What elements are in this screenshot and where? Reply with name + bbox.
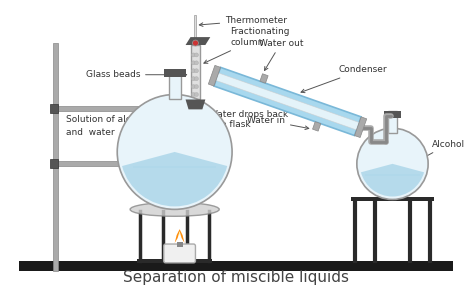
FancyBboxPatch shape <box>388 111 397 133</box>
Circle shape <box>192 40 199 46</box>
Ellipse shape <box>130 203 219 216</box>
Circle shape <box>194 85 199 88</box>
Text: Water out: Water out <box>259 39 303 71</box>
FancyBboxPatch shape <box>133 166 216 168</box>
Text: Glass beads: Glass beads <box>85 70 187 79</box>
Polygon shape <box>178 232 182 241</box>
Wedge shape <box>361 164 424 196</box>
FancyBboxPatch shape <box>351 196 434 201</box>
Polygon shape <box>214 67 361 136</box>
FancyBboxPatch shape <box>56 106 190 111</box>
Circle shape <box>191 77 195 81</box>
Polygon shape <box>185 99 205 109</box>
FancyBboxPatch shape <box>137 259 212 263</box>
FancyBboxPatch shape <box>50 159 58 168</box>
FancyBboxPatch shape <box>50 104 58 113</box>
Circle shape <box>191 53 195 57</box>
Circle shape <box>191 69 195 73</box>
Text: Fractionating
column: Fractionating column <box>204 27 290 63</box>
Polygon shape <box>185 37 210 45</box>
FancyBboxPatch shape <box>194 15 196 45</box>
Circle shape <box>191 85 195 88</box>
FancyBboxPatch shape <box>365 174 420 176</box>
FancyBboxPatch shape <box>56 161 190 166</box>
Text: Separation of miscible liquids: Separation of miscible liquids <box>123 270 349 285</box>
Polygon shape <box>260 74 268 83</box>
FancyBboxPatch shape <box>182 103 191 114</box>
Circle shape <box>194 61 199 65</box>
Text: Thermometer: Thermometer <box>199 16 287 26</box>
FancyBboxPatch shape <box>182 158 191 169</box>
FancyBboxPatch shape <box>169 70 181 99</box>
Text: Water drops back
into flask: Water drops back into flask <box>198 110 289 132</box>
FancyBboxPatch shape <box>164 244 195 263</box>
Polygon shape <box>312 122 321 131</box>
Circle shape <box>117 95 232 209</box>
Polygon shape <box>355 117 367 138</box>
Text: Water in: Water in <box>247 116 309 130</box>
FancyBboxPatch shape <box>383 111 401 118</box>
Circle shape <box>194 69 199 73</box>
FancyBboxPatch shape <box>177 242 182 247</box>
Circle shape <box>194 77 199 81</box>
Circle shape <box>194 93 199 96</box>
Circle shape <box>191 61 195 65</box>
FancyBboxPatch shape <box>191 45 201 99</box>
Polygon shape <box>174 229 184 243</box>
Circle shape <box>194 53 199 57</box>
Text: Condenser: Condenser <box>301 65 387 93</box>
FancyBboxPatch shape <box>19 261 453 271</box>
Polygon shape <box>209 65 220 86</box>
Text: Solution of alcohol
and  water: Solution of alcohol and water <box>66 116 150 137</box>
Wedge shape <box>122 152 227 206</box>
Polygon shape <box>216 73 359 130</box>
FancyBboxPatch shape <box>54 43 58 271</box>
Text: Alcohol: Alcohol <box>416 140 465 162</box>
FancyBboxPatch shape <box>164 69 185 77</box>
Circle shape <box>357 128 428 199</box>
Circle shape <box>191 93 195 96</box>
